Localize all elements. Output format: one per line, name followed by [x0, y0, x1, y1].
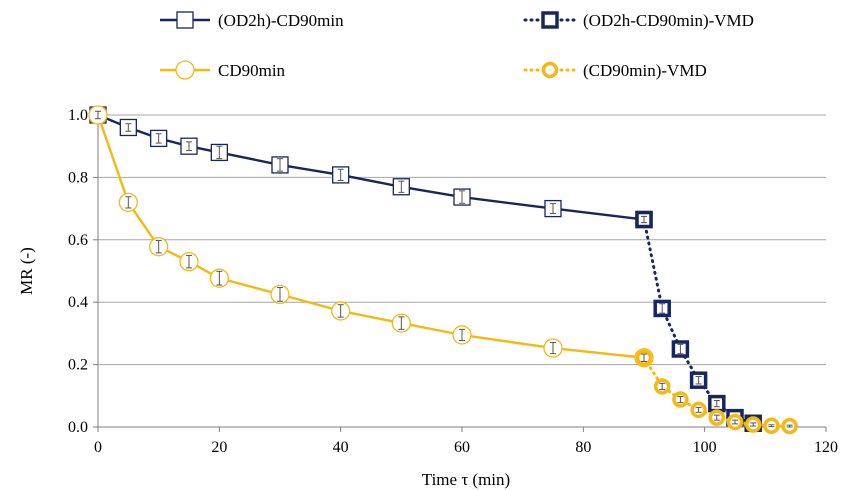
legend-entry-1: (OD2h-CD90min)-VMD — [523, 11, 754, 30]
error-bar-0-5 — [277, 158, 283, 172]
series-0 — [89, 106, 653, 229]
error-bar-3-4 — [713, 414, 720, 421]
error-bar-2-6 — [337, 304, 344, 318]
legend-marker-3 — [541, 61, 559, 79]
error-bar-3-8 — [786, 424, 793, 428]
x-axis-label: Time τ (min) — [422, 470, 510, 489]
legend-label-2: CD90min — [218, 61, 286, 80]
error-bar-0-4 — [216, 145, 223, 160]
error-bar-3-5 — [732, 419, 738, 425]
legend-entry-3: (CD90min)-VMD — [523, 61, 707, 80]
series-2 — [88, 105, 654, 368]
plot-area — [88, 105, 798, 435]
error-bar-2-7 — [398, 316, 405, 330]
y-axis-label: MR (-) — [17, 247, 36, 295]
error-bar-2-5 — [277, 287, 283, 302]
y-tick-label-4: 0.8 — [68, 169, 88, 186]
grid-lines — [98, 114, 826, 366]
error-bar-3-7 — [768, 424, 775, 428]
error-bar-2-9 — [550, 341, 556, 355]
tick-labels: 0 20 40 60 80 100 120 0.0 0.2 0.4 0.6 0.8 1.0 — [68, 107, 838, 456]
legend-label-0: (OD2h)-CD90min — [218, 11, 344, 30]
error-bar-2-8 — [459, 328, 465, 342]
legend: (OD2h)-CD90min (OD2h-CD90min)-VMD CD90min (… — [160, 11, 754, 80]
x-tick-label-6: 120 — [814, 439, 838, 456]
error-bar-2-3 — [186, 254, 192, 269]
error-bar-3-1 — [659, 382, 666, 391]
error-bar-0-3 — [186, 141, 192, 152]
x-tick-label-3: 60 — [454, 439, 470, 456]
legend-entry-0: (OD2h)-CD90min — [160, 11, 344, 30]
legend-entry-2: CD90min — [160, 60, 286, 80]
error-bar-0-6 — [337, 168, 344, 182]
x-tick-label-0: 0 — [94, 439, 102, 456]
y-tick-label-1: 0.2 — [68, 357, 88, 374]
error-bar-0-9 — [550, 203, 556, 215]
legend-label-3: (CD90min)-VMD — [583, 61, 707, 80]
error-bar-1-3 — [695, 375, 702, 385]
error-bar-2-4 — [216, 270, 223, 286]
series-3 — [635, 349, 798, 435]
error-bar-3-3 — [695, 406, 702, 413]
error-bar-0-1 — [125, 123, 132, 132]
series-line-2 — [96, 114, 645, 359]
error-bar-0-8 — [459, 190, 465, 204]
x-tick-label-5: 100 — [693, 439, 717, 456]
series-line-0 — [97, 113, 645, 221]
legend-marker-1 — [541, 11, 559, 29]
error-bar-2-1 — [125, 196, 132, 209]
error-bar-1-4 — [713, 399, 720, 408]
y-tick-label-3: 0.6 — [68, 232, 88, 249]
axes — [93, 114, 827, 432]
error-bar-1-0 — [641, 215, 647, 224]
error-bar-2-2 — [155, 239, 162, 254]
y-tick-label-2: 0.4 — [68, 294, 88, 311]
series-1 — [635, 210, 762, 433]
error-bar-0-7 — [398, 180, 405, 193]
x-tick-label-1: 20 — [211, 439, 227, 456]
legend-marker-0 — [176, 11, 194, 29]
legend-marker-2 — [175, 60, 195, 80]
error-bar-2-0 — [95, 110, 101, 120]
error-bar-1-2 — [677, 343, 684, 355]
error-bar-3-0 — [641, 353, 647, 362]
error-bar-1-1 — [659, 303, 666, 314]
error-bar-3-6 — [750, 422, 757, 427]
error-bar-3-2 — [677, 395, 684, 404]
x-tick-label-4: 80 — [575, 439, 591, 456]
y-tick-label-0: 0.0 — [68, 419, 88, 436]
y-tick-label-5: 1.0 — [68, 107, 88, 124]
x-tick-label-2: 40 — [333, 439, 349, 456]
error-bar-0-2 — [155, 133, 162, 144]
legend-label-1: (OD2h-CD90min)-VMD — [583, 11, 754, 30]
